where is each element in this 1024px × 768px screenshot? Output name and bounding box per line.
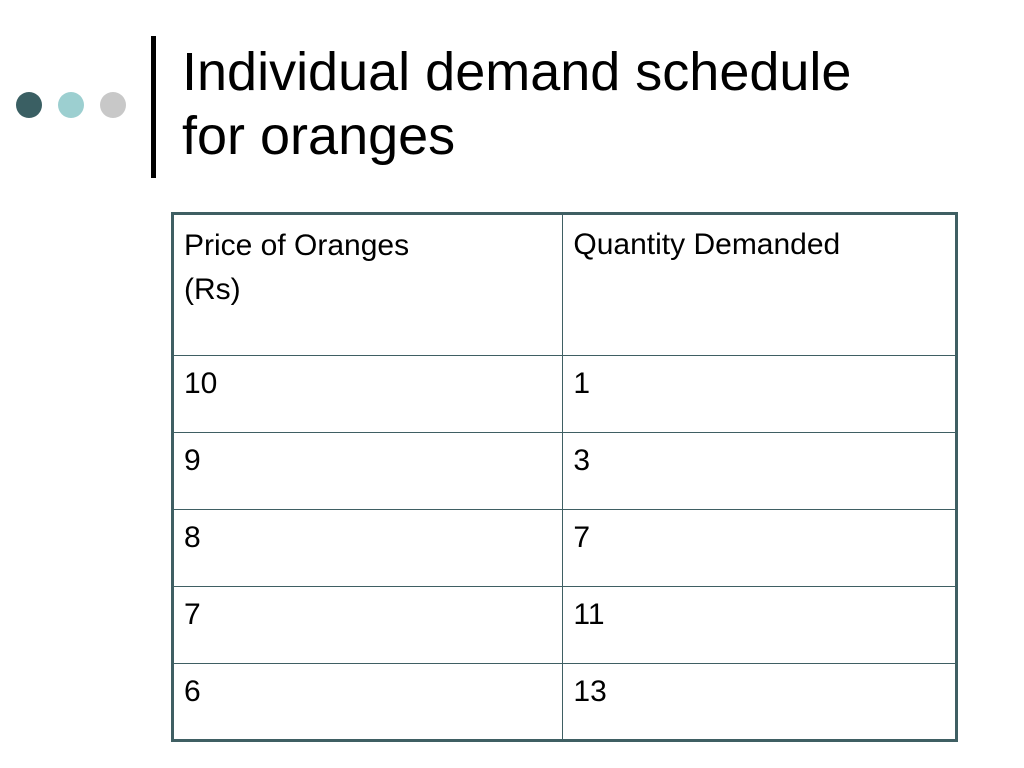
cell-quantity: 3 xyxy=(562,432,957,510)
cell-price: 9 xyxy=(171,432,564,510)
title-divider xyxy=(151,36,156,178)
dot-grey xyxy=(100,92,126,118)
header-price: Price of Oranges (Rs) xyxy=(171,213,564,356)
dot-light xyxy=(58,92,84,118)
cell-price: 10 xyxy=(171,355,564,433)
table-row: 8 7 xyxy=(171,509,957,587)
header-price-line-2: (Rs) xyxy=(184,273,241,306)
table-row: 10 1 xyxy=(171,355,957,433)
slide-title: Individual demand schedule for oranges xyxy=(182,40,982,168)
header-quantity: Quantity Demanded xyxy=(562,213,957,356)
cell-price: 8 xyxy=(171,509,564,587)
table-row: 6 13 xyxy=(171,663,957,741)
table-header-row: Price of Oranges (Rs) Quantity Demanded xyxy=(171,213,957,356)
decorative-dots xyxy=(16,92,126,118)
slide-title-line-2: for oranges xyxy=(182,106,456,166)
demand-schedule-table: Price of Oranges (Rs) Quantity Demanded … xyxy=(171,212,958,742)
dot-dark xyxy=(16,92,42,118)
cell-quantity: 13 xyxy=(562,663,957,741)
cell-quantity: 11 xyxy=(562,586,957,664)
cell-quantity: 1 xyxy=(562,355,957,433)
header-price-line-1: Price of Oranges xyxy=(184,229,410,262)
cell-quantity: 7 xyxy=(562,509,957,587)
cell-price: 6 xyxy=(171,663,564,741)
table-row: 9 3 xyxy=(171,432,957,510)
table-row: 7 11 xyxy=(171,586,957,664)
slide-title-line-1: Individual demand schedule xyxy=(182,42,852,102)
cell-price: 7 xyxy=(171,586,564,664)
